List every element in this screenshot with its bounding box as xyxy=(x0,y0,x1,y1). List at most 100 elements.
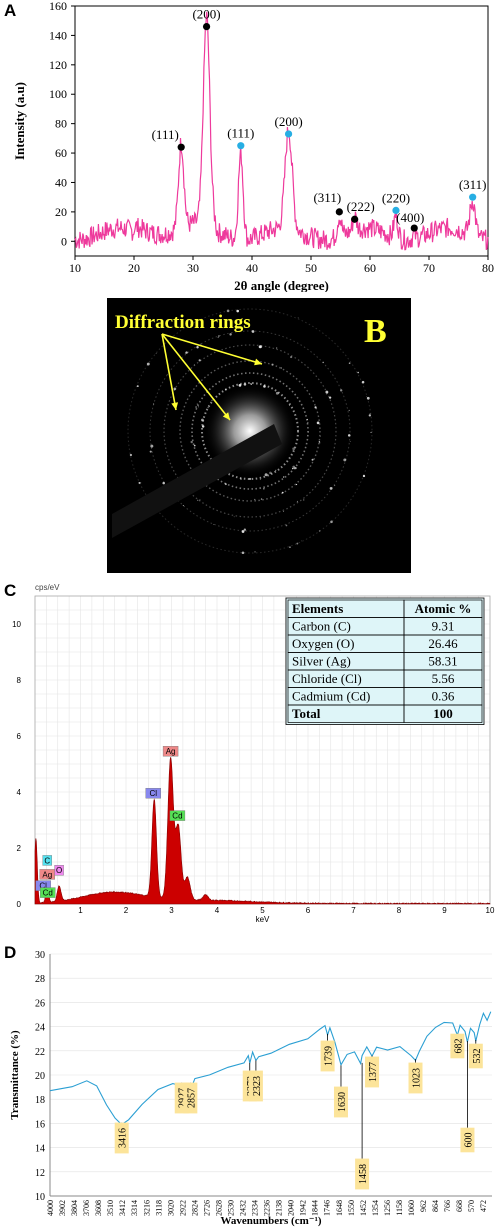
peak-label: 682 xyxy=(453,1039,464,1054)
diffraction-spot xyxy=(149,450,152,453)
x-tick-label: 3412 xyxy=(118,1200,127,1216)
diffraction-spot xyxy=(259,517,261,519)
diffraction-spot xyxy=(248,477,252,481)
x-tick-label: 2824 xyxy=(190,1200,199,1216)
diffraction-spot xyxy=(276,347,278,349)
y-tick-label: 28 xyxy=(35,974,45,985)
diffraction-spot xyxy=(243,383,247,386)
x-tick-label: 1 xyxy=(78,906,83,915)
element-tag-label: Ag xyxy=(166,747,176,756)
diffraction-spot xyxy=(166,374,168,375)
diffraction-spot xyxy=(162,481,165,485)
peak-label-box xyxy=(460,1127,475,1153)
edx-spectrum xyxy=(34,757,491,905)
diffraction-spot xyxy=(146,362,150,366)
peak-label: 1458 xyxy=(358,1164,369,1184)
diffraction-spot xyxy=(153,403,155,405)
diffraction-spot xyxy=(138,482,141,484)
y-tick-label: 2 xyxy=(17,844,22,853)
peak-label-box xyxy=(114,1122,129,1154)
x-tick-label: 3804 xyxy=(70,1200,79,1216)
panel-letter-a: A xyxy=(4,1,16,20)
x-tick-label: 3706 xyxy=(82,1200,91,1216)
peak-label-box xyxy=(320,1040,335,1072)
x-tick-label: 10 xyxy=(69,261,81,275)
diffraction-spot xyxy=(201,418,204,422)
diffraction-ring xyxy=(163,344,337,518)
diffraction-spot xyxy=(197,499,199,501)
diffraction-ring xyxy=(127,308,373,554)
diffraction-spot xyxy=(319,442,321,444)
diffraction-spot xyxy=(240,478,242,480)
x-tick-label: 40 xyxy=(246,261,258,275)
diffraction-spot xyxy=(201,425,205,428)
diffraction-spot xyxy=(173,387,177,391)
peak-label: (200) xyxy=(274,114,302,129)
beam-stop xyxy=(112,424,282,538)
table-background xyxy=(285,597,485,725)
peak-marker xyxy=(335,208,343,216)
x-tick-label: 962 xyxy=(419,1200,428,1212)
diffraction-spot xyxy=(290,356,293,359)
peak-marker xyxy=(177,143,185,151)
x-tick-label: 6 xyxy=(306,906,311,915)
table-cell-value: 5.56 xyxy=(432,671,455,686)
element-tag xyxy=(145,787,162,799)
x-tick-label: 1942 xyxy=(299,1200,308,1216)
diffraction-spot xyxy=(292,467,294,470)
x-tick-label: 7 xyxy=(351,906,356,915)
x-tick-label: 80 xyxy=(482,261,494,275)
diffraction-spot xyxy=(303,499,305,501)
diffraction-spot xyxy=(292,447,296,451)
x-tick-label: 10 xyxy=(486,906,495,915)
diffraction-spot xyxy=(318,530,321,532)
diffraction-ring xyxy=(149,330,351,532)
y-tick-label: 18 xyxy=(35,1095,45,1106)
diffraction-spot xyxy=(226,309,230,313)
diffraction-spot xyxy=(207,407,209,409)
x-tick-label: 1158 xyxy=(395,1200,404,1216)
arrow-head xyxy=(171,402,179,410)
y-tick-label: 24 xyxy=(35,1023,45,1034)
diffraction-spot xyxy=(294,467,297,470)
diffraction-spot xyxy=(211,399,213,402)
y-unit-label: cps/eV xyxy=(35,583,60,592)
diffraction-spot xyxy=(129,453,133,457)
x-tick-label: 3118 xyxy=(154,1200,163,1216)
ftir-line xyxy=(49,1011,492,1126)
diffraction-spot xyxy=(259,478,261,480)
x-tick-label: 9 xyxy=(442,906,447,915)
x-tick-label: 5 xyxy=(260,906,265,915)
diffraction-spot xyxy=(296,501,298,503)
diffraction-spot xyxy=(258,345,262,349)
panel-letter-d: D xyxy=(4,943,16,962)
diffraction-spot xyxy=(236,309,240,313)
x-tick-label: 766 xyxy=(443,1200,452,1212)
diffraction-spot xyxy=(340,389,343,392)
peak-label: 532 xyxy=(472,1049,483,1064)
panel-a-xrd: A 0 20 40 60 80 100 120 140 160 10 20 30 40 50 60 70 80 2θ… xyxy=(0,0,498,292)
diffraction-spot xyxy=(196,346,199,349)
x-tick-label: 30 xyxy=(187,261,199,275)
diffraction-spot xyxy=(366,395,368,397)
x-tick-label: 864 xyxy=(431,1200,440,1212)
diffraction-spot xyxy=(190,440,193,444)
x-tick-label: 60 xyxy=(364,261,376,275)
diffraction-spot xyxy=(150,444,154,448)
diffraction-spot xyxy=(306,418,308,420)
diffraction-spot xyxy=(318,441,321,443)
y-axis-label: Intensity (a.u) xyxy=(12,82,27,160)
peak-label-box xyxy=(365,1056,380,1088)
plot-frame xyxy=(74,5,489,257)
peak-label: 3416 xyxy=(118,1128,129,1148)
x-tick-label: 570 xyxy=(467,1200,476,1212)
saed-image: Diffraction rings B xyxy=(107,298,411,573)
diffraction-spot xyxy=(325,390,329,394)
diffraction-spot xyxy=(185,351,188,354)
arrow-head xyxy=(254,358,262,366)
y-tick-label: 100 xyxy=(49,87,67,101)
diffraction-spot xyxy=(155,353,157,354)
peak-label-box xyxy=(248,1070,263,1102)
diffraction-spot xyxy=(343,458,347,462)
diffraction-spot xyxy=(295,483,298,486)
